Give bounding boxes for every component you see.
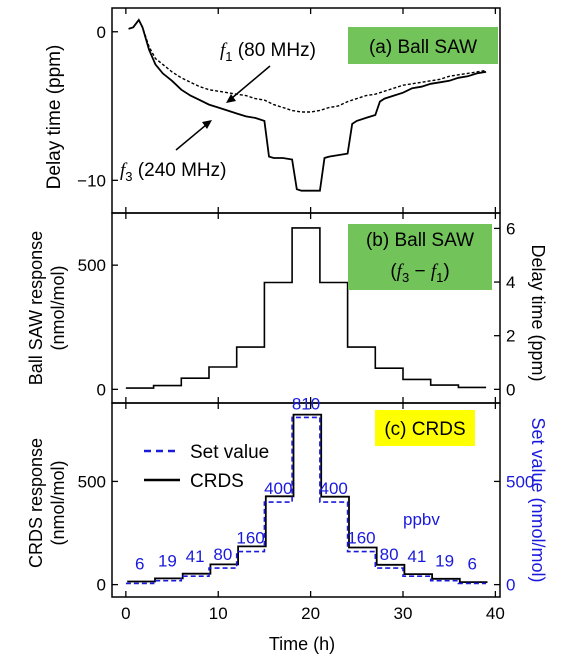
step-value-label: 400 — [264, 479, 292, 498]
step-value-label: 6 — [468, 554, 477, 573]
panel-b-f3-sub: 3 — [402, 270, 409, 285]
panel-b-right-ytick-label: 4 — [506, 273, 515, 292]
f1-annotation: f1 (80 MHz) — [220, 40, 316, 64]
panel-b-open-paren: ( — [390, 261, 397, 282]
panel-a-label: (a) Ball SAW — [369, 37, 477, 58]
f3-symbol: f — [120, 160, 128, 181]
legend-crds-label: CRDS — [190, 471, 244, 492]
f3-text: (240 MHz) — [133, 160, 227, 181]
legend-set-value-label: Set value — [190, 442, 269, 463]
set-value-series-line — [125, 416, 487, 585]
x-axis-label: Time (h) — [269, 634, 335, 654]
f1-arrow-line — [231, 65, 271, 99]
panel-b-series-line — [125, 227, 487, 389]
step-value-label: 6 — [135, 554, 144, 573]
f3-subscript: 3 — [125, 169, 132, 184]
f1-symbol: f — [220, 40, 228, 61]
panel-a-ytick-label: 0 — [97, 23, 106, 42]
f1-text: (80 MHz) — [233, 40, 316, 61]
step-value-label: 400 — [320, 479, 348, 498]
plot-lines — [125, 18, 488, 585]
f3-arrowhead — [202, 120, 212, 129]
panel-c-right-ytick-label: 0 — [506, 576, 515, 595]
panel-b-f3-symbol: f — [397, 261, 405, 282]
step-value-label: 19 — [435, 552, 454, 571]
panel-b-right-ytick-label: 2 — [506, 327, 515, 346]
panel-b-right-ytick-label: 0 — [506, 380, 515, 399]
panel-a-ytick-label: −10 — [77, 171, 106, 190]
step-value-label: 41 — [407, 547, 426, 566]
panel-b-close-paren: ) — [443, 261, 449, 282]
panel-c-label-box — [375, 410, 475, 446]
panel-b-ytick-label: 500 — [78, 256, 106, 275]
axis-ticks: 0 −10 0 500 0 2 4 6 0 500 0 500 0 10 20 30 40 — [77, 8, 534, 623]
step-value-label: 80 — [213, 545, 232, 564]
ppbv-unit-note: ppbv — [403, 510, 440, 529]
legend: Set value CRDS — [144, 442, 269, 492]
crds-series-line — [127, 413, 488, 583]
panel-a-series-line — [128, 18, 487, 192]
panel-c-ytick-label: 500 — [78, 472, 106, 491]
xtick-label: 20 — [301, 604, 320, 623]
panel-c-ylabel-line1: CRDS response — [26, 438, 46, 568]
panel-c-label: (c) CRDS — [384, 419, 465, 440]
panel-b-label-line1: (b) Ball SAW — [366, 230, 474, 251]
panel-frame — [111, 402, 501, 598]
panel-b-ylabel-right: Delay time (ppm) — [528, 244, 548, 381]
annotation-arrows — [175, 65, 271, 151]
xtick-label: 10 — [209, 604, 228, 623]
panel-c-ylabel-right: Set value (nmol/mol) — [528, 417, 548, 582]
panel-b-minus: − — [409, 261, 431, 282]
step-value-label: 810 — [292, 394, 320, 413]
step-value-label: 160 — [236, 529, 264, 548]
f3-annotation: f3 (240 MHz) — [120, 160, 226, 184]
step-value-label: 80 — [380, 545, 399, 564]
panel-frames — [111, 7, 501, 598]
panel-b-f1-symbol: f — [431, 261, 439, 282]
panel-b-right-ytick-label: 6 — [506, 219, 515, 238]
panel-a-ylabel: Delay time (ppm) — [44, 45, 65, 190]
step-value-label: 160 — [347, 529, 375, 548]
panel-a-series-line — [128, 18, 487, 113]
xtick-label: 30 — [394, 604, 413, 623]
step-value-label: 41 — [186, 547, 205, 566]
panel-b-label-box — [348, 224, 492, 290]
panel-b-ylabel-line1: Ball SAW response — [26, 231, 46, 385]
xtick-label: 0 — [121, 604, 130, 623]
panel-a-label-box — [348, 27, 498, 64]
panel-c-right-ytick-label: 500 — [506, 472, 534, 491]
panel-b-label-line2: (f3 − f1) — [390, 261, 449, 285]
panel-c-ytick-label: 0 — [97, 576, 106, 595]
f3-arrow-line — [175, 124, 207, 151]
f1-arrowhead — [226, 94, 236, 103]
panel-c-ylabel-line2: (nmol/mol) — [48, 460, 68, 545]
panel-b-ytick-label: 0 — [97, 380, 106, 399]
f1-subscript: 1 — [225, 49, 232, 64]
step-value-label: 19 — [158, 552, 177, 571]
panel-b-f1-sub: 1 — [436, 270, 443, 285]
panel-b-ylabel-line2: (nmol/mol) — [48, 265, 68, 350]
xtick-label: 40 — [486, 604, 505, 623]
